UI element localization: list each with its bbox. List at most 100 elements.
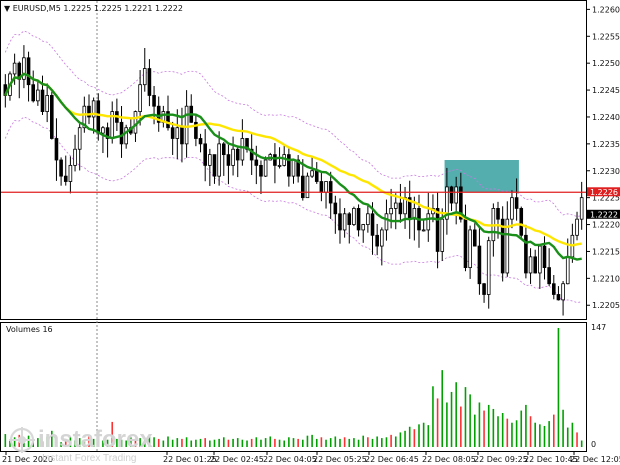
candle-body (63, 175, 68, 182)
candle-body (519, 208, 524, 236)
candle-body (217, 143, 221, 177)
symbol-info: EURUSD,M5 1.2225 1.2225 1.2221 1.2222 (13, 4, 183, 13)
time-tick-label: 22 Dec 02:45 (210, 455, 264, 464)
candle-body (361, 224, 366, 231)
moving-averages-group (4, 72, 582, 261)
time-tick-label: 22 Dec 12:05 (570, 455, 620, 464)
candle-body (36, 89, 40, 102)
ma-green-line (4, 72, 582, 261)
candle-body (296, 159, 300, 177)
candle-body (133, 111, 138, 134)
candle-body (338, 213, 342, 231)
candle-body (221, 143, 226, 156)
candle-body (384, 213, 389, 231)
candle-body (505, 218, 510, 274)
candle-body (459, 186, 463, 220)
ma-yellow-line (4, 72, 582, 247)
candle-body (472, 229, 477, 247)
candle-body (393, 202, 398, 209)
time-tick-label: 22 Dec 08:05 (422, 455, 476, 464)
level-price-tag: 1.2226 (587, 187, 620, 197)
candle-body (314, 170, 319, 182)
price-tick-label: 1.2235 (592, 140, 620, 149)
candle-body (170, 127, 175, 139)
candle-body (147, 68, 152, 96)
candle-body (454, 186, 458, 204)
candle-body (175, 127, 180, 139)
candle-body (300, 175, 305, 199)
volume-axis-min: 0 (591, 440, 596, 449)
instaforex-logo-icon (9, 427, 35, 453)
candle-body (533, 256, 537, 274)
candle-body (514, 197, 519, 209)
candle-body (575, 218, 579, 236)
time-tick-label: 22 Dec 05:25 (313, 455, 367, 464)
chart-header-symbol: ▼ EURUSD,M5 1.2225 1.2225 1.2221 1.2222 (4, 4, 183, 13)
time-tick-label: 22 Dec 10:45 (524, 455, 578, 464)
candle-body (319, 181, 324, 193)
candle-body (212, 154, 217, 177)
candle-body (273, 154, 277, 166)
candle-body (119, 121, 124, 145)
price-tick-label: 1.2225 (592, 194, 620, 203)
candle-body (82, 105, 87, 129)
candle-body (50, 95, 54, 139)
candle-body (528, 256, 533, 274)
candle-body (375, 234, 379, 247)
candle-body (398, 202, 403, 215)
price-tick-label: 1.2215 (592, 247, 620, 256)
candle-body (356, 208, 361, 231)
candle-body (184, 105, 189, 145)
candle-body (486, 240, 491, 295)
time-tick-label: 21 Dec 2020 (2, 455, 53, 464)
candle-body (40, 89, 45, 112)
volume-title: Volumes 16 (6, 325, 53, 334)
candle-body (180, 127, 184, 145)
candle-body (240, 138, 245, 161)
candle-body (87, 105, 91, 118)
envelope-upper-line (4, 30, 582, 217)
candle-body (440, 218, 445, 252)
candle-body (231, 148, 235, 166)
candle-body (208, 154, 212, 166)
candle-body (124, 127, 128, 145)
candle-body (352, 208, 356, 225)
candle-body (59, 159, 63, 177)
candles-group (3, 45, 584, 316)
candle-body (194, 121, 198, 139)
candle-body (556, 294, 561, 301)
candle-body (287, 154, 291, 177)
candle-body (91, 100, 96, 118)
candle-body (542, 245, 547, 268)
candle-body (310, 170, 314, 177)
candle-body (547, 267, 551, 285)
candle-body (198, 138, 203, 145)
current-price-tag: 1.2222 (587, 209, 620, 219)
candle-body (551, 283, 556, 295)
candle-body (73, 148, 77, 166)
candle-body (445, 186, 449, 220)
candle-body (342, 213, 347, 231)
candle-body (565, 256, 570, 285)
candle-body (477, 245, 482, 285)
candle-body (561, 283, 565, 301)
candle-body (263, 159, 268, 177)
candle-body (68, 164, 73, 182)
candle-body (22, 57, 26, 80)
candle-body (538, 245, 542, 274)
candle-body (96, 100, 101, 134)
candle-body (579, 197, 584, 220)
candle-body (17, 62, 22, 80)
candle-body (510, 197, 514, 220)
candle-body (370, 213, 375, 236)
candle-body (380, 229, 384, 247)
candle-body (31, 84, 36, 102)
brand-tagline: Instant Forex Trading (42, 453, 137, 464)
time-tick-label: 22 Dec 04:05 (263, 455, 317, 464)
candle-body (496, 208, 500, 220)
candle-body (101, 127, 105, 134)
candle-body (482, 283, 486, 295)
candle-body (463, 218, 468, 268)
candle-body (500, 218, 505, 274)
